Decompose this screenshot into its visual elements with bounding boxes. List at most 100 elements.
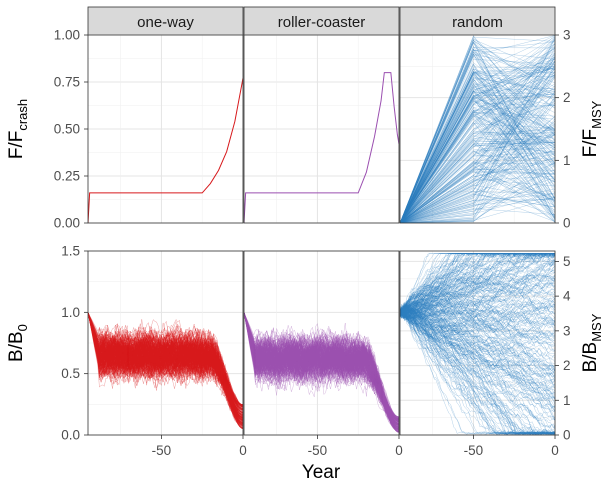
f-run-random	[400, 86, 555, 223]
f-run-random	[400, 46, 555, 223]
f-run-random	[400, 85, 555, 223]
b-run-random	[400, 253, 555, 313]
b-run-random	[400, 306, 555, 381]
y-tick-label-left: 1.5	[61, 244, 80, 259]
f-run-random	[400, 144, 555, 223]
f-run-random	[400, 157, 555, 223]
f-run-random	[400, 142, 555, 223]
f-run-random	[400, 68, 555, 223]
b-run-random	[400, 308, 555, 435]
b-run-random	[400, 278, 555, 314]
b-run-random	[400, 309, 555, 380]
f-run-random	[400, 40, 555, 223]
b-run-random	[400, 284, 555, 315]
b-run-random	[400, 308, 555, 435]
f-run-random	[400, 36, 555, 223]
b-run-random	[400, 295, 555, 323]
f-run-random	[400, 54, 555, 223]
b-run-random	[400, 309, 555, 381]
b-run-random	[400, 311, 555, 399]
f-run-random	[400, 92, 555, 223]
f-run-random	[400, 98, 555, 223]
f-run-random	[400, 42, 555, 223]
f-run-random	[400, 67, 555, 223]
b-run-random	[400, 258, 555, 315]
b-run-random	[400, 253, 555, 316]
b-run-random	[400, 307, 555, 435]
f-run-random	[400, 99, 555, 223]
f-run-random	[400, 90, 555, 223]
b-run-random	[400, 253, 555, 314]
f-run-random	[400, 191, 555, 223]
b-run-random	[400, 306, 555, 377]
b-run-random	[400, 307, 555, 333]
b-run-random	[400, 296, 555, 323]
b-run-random	[400, 253, 555, 314]
b-run-random	[400, 253, 555, 314]
b-run-random	[400, 261, 555, 318]
f-run-random	[400, 56, 555, 223]
f-run-random	[400, 74, 555, 223]
f-run-random	[400, 153, 555, 223]
f-run-random	[400, 85, 555, 223]
b-run-random	[400, 312, 555, 435]
b-run-random	[400, 253, 555, 314]
f-run-random	[400, 88, 555, 223]
b-run-one-way	[88, 312, 243, 408]
b-run-random	[400, 306, 555, 333]
b-run-random	[400, 305, 555, 331]
b-run-random	[400, 259, 555, 317]
f-run-random	[400, 175, 555, 223]
f-run-random	[400, 42, 555, 223]
f-run-random	[400, 187, 555, 223]
b-run-random	[400, 300, 555, 329]
strip-label-random: random	[452, 14, 503, 31]
f-run-random	[400, 120, 555, 223]
b-run-random	[400, 253, 555, 313]
b-run-random	[400, 271, 555, 313]
f-run-random	[400, 71, 555, 223]
f-run-random	[400, 35, 555, 223]
f-run-random	[400, 71, 555, 223]
f-run-random	[400, 61, 555, 223]
b-run-random	[400, 312, 555, 435]
b-run-random	[400, 253, 555, 314]
f-run-random	[400, 72, 555, 223]
f-run-random	[400, 184, 555, 223]
f-run-random	[400, 61, 555, 223]
f-run-random	[400, 160, 555, 223]
b-run-random	[400, 306, 555, 391]
b-run-random	[400, 269, 555, 316]
b-run-random	[400, 311, 555, 405]
f-run-random	[400, 71, 555, 223]
f-run-random	[400, 67, 555, 223]
b-run-random	[400, 308, 555, 358]
x-tick-label: 0	[395, 443, 403, 458]
f-run-random	[400, 118, 555, 223]
b-run-random	[400, 253, 555, 315]
b-run-random	[400, 307, 555, 334]
b-run-random	[400, 265, 555, 316]
f-run-random	[400, 104, 555, 223]
f-run-random	[400, 66, 555, 223]
y-tick-label-right: 4	[563, 289, 571, 304]
f-run-random	[400, 95, 555, 223]
panel-border	[399, 34, 556, 224]
b-run-random	[400, 311, 555, 435]
b-run-random	[400, 312, 555, 388]
b-run-random	[400, 305, 555, 435]
b-run-random	[400, 310, 555, 400]
b-run-random	[400, 253, 555, 315]
f-run-random	[400, 88, 555, 223]
series-group-roller-coaster	[244, 72, 399, 223]
b-run-random	[400, 299, 555, 320]
f-run-random	[400, 197, 555, 223]
b-run-random	[400, 312, 555, 418]
b-run-random	[400, 296, 555, 336]
b-run-random	[400, 253, 555, 318]
f-run-random	[400, 41, 555, 223]
f-run-random	[400, 52, 555, 223]
f-run-random	[400, 141, 555, 223]
b-run-random	[400, 253, 555, 313]
b-run-random	[400, 305, 555, 394]
